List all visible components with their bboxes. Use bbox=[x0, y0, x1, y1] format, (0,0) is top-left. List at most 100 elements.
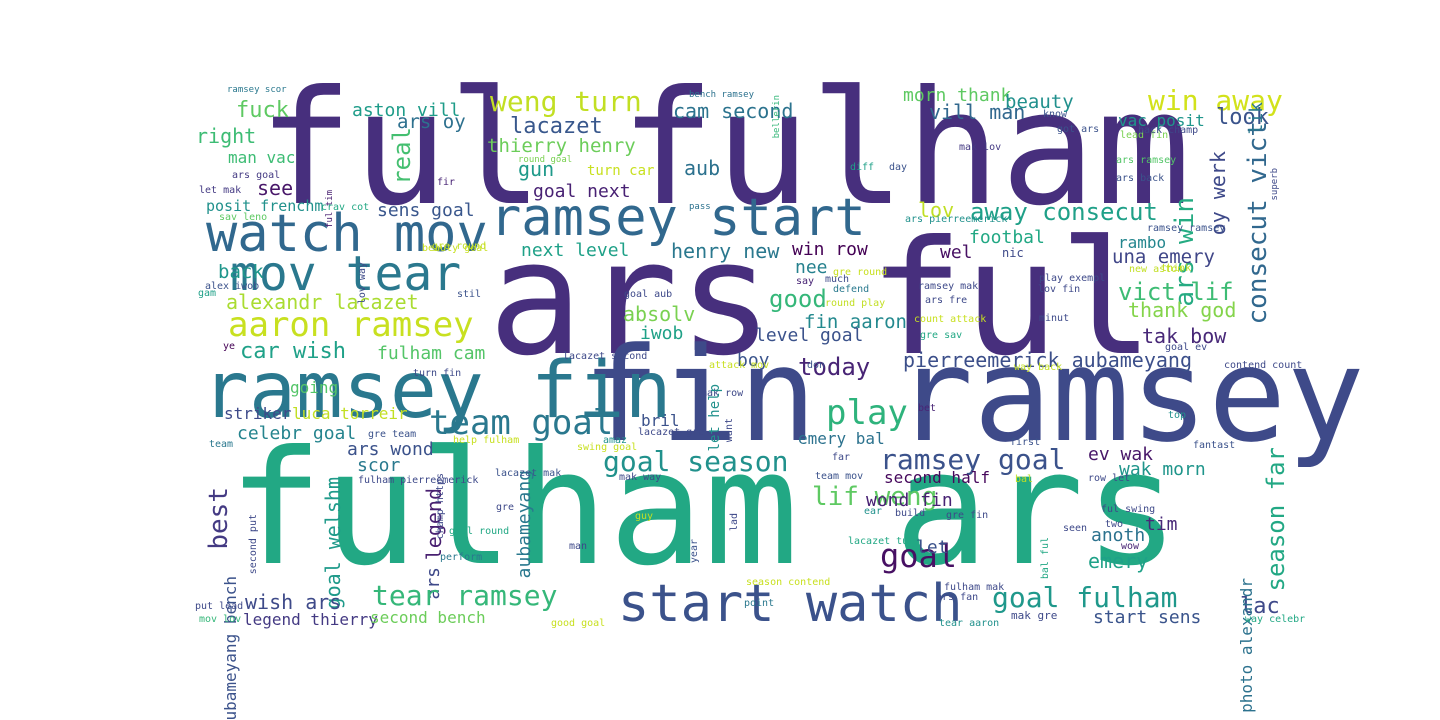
cloud-word: got ars bbox=[1057, 124, 1100, 135]
cloud-word: pierreemerick aubameyang bbox=[903, 348, 1192, 372]
cloud-word: gun bbox=[518, 157, 555, 181]
cloud-word: aston vill bbox=[352, 100, 461, 121]
cloud-word: ars fan bbox=[936, 592, 979, 603]
cloud-word: new aston bbox=[1129, 264, 1184, 275]
cloud-word: fulham mak bbox=[944, 582, 1005, 593]
cloud-word: play bbox=[826, 393, 908, 433]
cloud-word: back champ bbox=[1138, 125, 1199, 136]
cloud-word: gre bbox=[496, 502, 515, 513]
cloud-word: sens goal bbox=[377, 200, 475, 221]
cloud-word: lead fin bbox=[1120, 130, 1169, 141]
cloud-word: bril bbox=[641, 411, 680, 430]
cloud-word: car wish bbox=[240, 339, 346, 364]
cloud-word: rambo bbox=[1118, 233, 1167, 252]
cloud-word: boy bbox=[737, 350, 770, 371]
cloud-word: henry new bbox=[671, 239, 780, 263]
cloud-word: watch mov bbox=[206, 204, 488, 264]
cloud-word: let bbox=[916, 537, 949, 558]
cloud-word: ars pierreemerick bbox=[905, 214, 1008, 225]
cloud-word: bet bbox=[918, 403, 937, 414]
cloud-word: lacazet turn bbox=[848, 536, 921, 547]
cloud-word: goal round bbox=[449, 526, 510, 537]
cloud-word: lacazet gre bbox=[638, 427, 705, 438]
cloud-word: bench ramsey bbox=[689, 90, 755, 100]
cloud-word: mov lov bbox=[199, 614, 242, 625]
cloud-word: ramsey goal bbox=[880, 443, 1066, 476]
cloud-word: thank god bbox=[1128, 298, 1237, 322]
cloud-word: mak gre bbox=[1011, 609, 1058, 622]
cloud-word: perform bbox=[440, 552, 483, 563]
cloud-word: count attack bbox=[914, 314, 987, 325]
cloud-word: fulham bbox=[620, 57, 1191, 241]
cloud-word: mov tear bbox=[230, 246, 462, 302]
cloud-word: want bbox=[724, 418, 735, 443]
cloud-word: ars goal bbox=[232, 170, 281, 181]
cloud-word: posit frenchm bbox=[206, 197, 324, 215]
cloud-word: mak way bbox=[619, 472, 662, 483]
cloud-word: far bbox=[832, 452, 851, 463]
cloud-word: mak lov bbox=[959, 142, 1002, 153]
cloud-word: aaron ramsey bbox=[228, 305, 474, 345]
cloud-word: ev wak bbox=[1088, 444, 1154, 465]
cloud-word: iwob bbox=[640, 323, 684, 344]
cloud-word: ramsey scor bbox=[227, 85, 287, 95]
cloud-word: morn thank bbox=[903, 85, 1012, 106]
cloud-word: fuck bbox=[236, 98, 289, 123]
cloud-word: tear aaron bbox=[939, 618, 1000, 629]
cloud-word: let help bbox=[707, 384, 723, 452]
cloud-word: win away bbox=[1148, 84, 1283, 117]
cloud-word: scor bbox=[357, 455, 401, 476]
cloud-word: back bbox=[218, 261, 264, 283]
cloud-word: gre round bbox=[833, 267, 888, 278]
cloud-word: thierry henry bbox=[487, 135, 636, 157]
cloud-word: round play bbox=[825, 298, 886, 309]
cloud-word: beauty bbox=[1005, 91, 1074, 113]
cloud-word: wow bbox=[1121, 541, 1140, 552]
cloud-word: goal aub bbox=[624, 289, 673, 300]
cloud-word: ful bbox=[258, 57, 544, 241]
cloud-word: lad bbox=[729, 513, 740, 532]
cloud-word: say bbox=[796, 276, 815, 287]
cloud-word: contend count bbox=[1224, 360, 1303, 371]
cloud-word: ramsey mak bbox=[918, 281, 979, 292]
cloud-word: gre team bbox=[368, 429, 417, 440]
cloud-word: minut bbox=[1039, 313, 1070, 324]
cloud-word: mak row bbox=[701, 388, 744, 399]
cloud-word: win row bbox=[792, 239, 868, 260]
cloud-word: way celebr bbox=[1245, 614, 1306, 625]
cloud-word: help fulham bbox=[453, 435, 520, 446]
cloud-word: lov bbox=[918, 198, 955, 222]
cloud-word: vac posit bbox=[1118, 111, 1205, 130]
cloud-word: bal ful bbox=[1040, 537, 1051, 580]
cloud-word: point bbox=[744, 598, 775, 609]
cloud-word: luca torreir bbox=[292, 404, 408, 423]
cloud-word: defend bbox=[833, 284, 870, 295]
cloud-word: best bbox=[204, 487, 234, 550]
cloud-word: much bbox=[825, 274, 850, 285]
cloud-word: level goal bbox=[755, 325, 864, 346]
cloud-word: fin aaron bbox=[804, 311, 907, 333]
cloud-word: lacazet second bbox=[563, 351, 648, 362]
cloud-word: ful swing bbox=[1101, 504, 1156, 515]
cloud-word: start watch bbox=[618, 574, 963, 634]
cloud-word: lov way bbox=[357, 262, 368, 305]
cloud-word: wel bbox=[940, 242, 973, 263]
cloud-word: bellerin bbox=[772, 95, 782, 139]
cloud-word: team bbox=[209, 439, 234, 450]
cloud-word: way back bbox=[1014, 362, 1063, 373]
cloud-word: striker bbox=[224, 404, 292, 423]
cloud-word: turn car bbox=[587, 163, 655, 179]
cloud-word: lac bbox=[1240, 594, 1280, 619]
cloud-word: guy bbox=[635, 511, 654, 522]
cloud-word: fulham pierreemerick bbox=[358, 475, 479, 486]
cloud-word: ars back bbox=[1116, 173, 1165, 184]
cloud-word: nee bbox=[795, 257, 828, 278]
cloud-word: row let bbox=[1088, 473, 1131, 484]
cloud-word: good goal bbox=[551, 618, 606, 629]
cloud-word: beauty goal bbox=[422, 243, 489, 254]
cloud-word: photo alexandr bbox=[1237, 578, 1256, 713]
cloud-word: build bbox=[895, 508, 926, 519]
cloud-word: pass bbox=[689, 202, 711, 212]
cloud-word: consecut vict bbox=[1243, 121, 1273, 325]
